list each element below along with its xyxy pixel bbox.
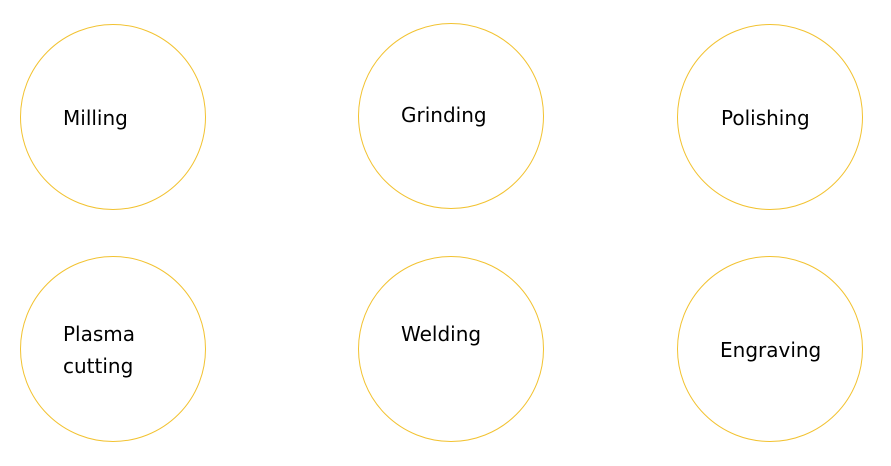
circle-welding xyxy=(358,256,544,442)
label-polishing: Polishing xyxy=(721,106,810,130)
label-welding: Welding xyxy=(401,322,482,346)
circle-polishing xyxy=(677,24,863,210)
label-engraving: Engraving xyxy=(720,338,822,362)
circle-grinding xyxy=(358,23,544,209)
label-plasma-cutting-line1: Plasma xyxy=(63,322,136,346)
circle-engraving xyxy=(677,256,863,442)
label-milling: Milling xyxy=(63,106,128,130)
label-grinding: Grinding xyxy=(401,103,487,127)
circle-milling xyxy=(20,24,206,210)
label-plasma-cutting-line2: cutting xyxy=(63,354,134,378)
circle-plasma-cutting xyxy=(20,256,206,442)
